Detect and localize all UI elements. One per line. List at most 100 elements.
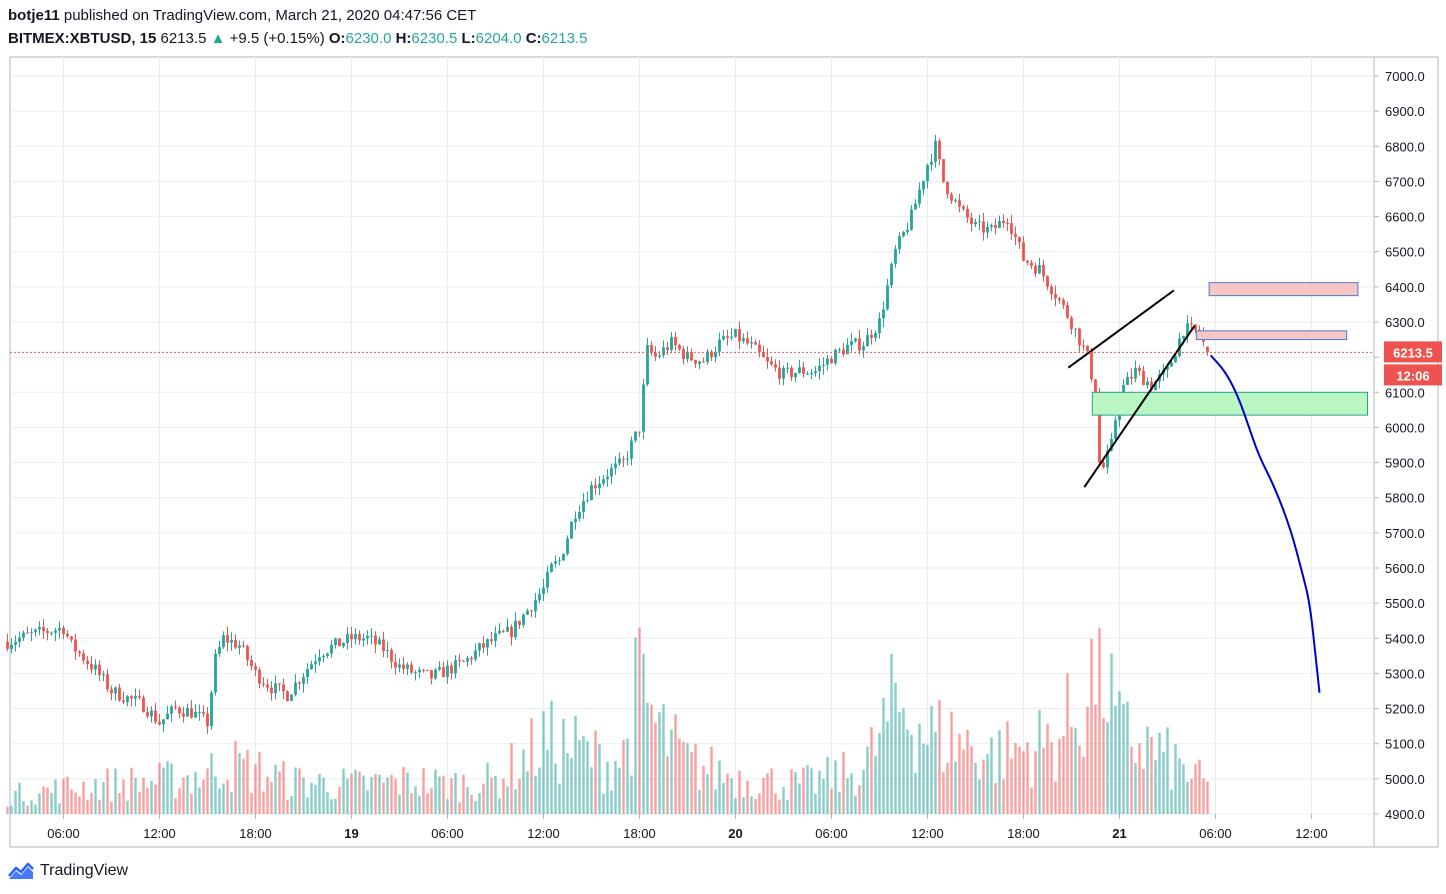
candle-body	[722, 336, 725, 340]
candle-body	[186, 708, 189, 717]
candle-body	[1050, 286, 1053, 295]
candle-body	[930, 161, 933, 165]
candle-body	[190, 708, 193, 718]
candle-body	[566, 538, 569, 554]
volume-bar	[794, 772, 797, 814]
volume-bar	[102, 782, 105, 814]
candle-body	[982, 221, 985, 233]
volume-bar	[914, 772, 917, 814]
volume-bar	[858, 785, 861, 814]
resistance-zone-lower[interactable]	[1195, 330, 1348, 341]
candle-body	[1122, 385, 1125, 398]
candle-body	[106, 674, 109, 690]
candle-body	[1038, 265, 1041, 274]
y-tick-label: 7000.0	[1385, 69, 1425, 84]
candle-body	[394, 661, 397, 668]
volume-bar	[810, 768, 813, 814]
candle-body	[1134, 367, 1137, 379]
candle-body	[614, 463, 617, 468]
volume-bar	[1202, 778, 1205, 814]
candle-body	[730, 336, 733, 338]
candle-body	[130, 696, 133, 699]
candle-body	[630, 440, 633, 459]
candle-body	[1098, 396, 1101, 463]
x-tick-label: 20	[728, 826, 742, 841]
volume-bar	[270, 782, 273, 814]
volume-bar	[946, 762, 949, 814]
volume-bar	[506, 786, 509, 814]
volume-bar	[378, 774, 381, 814]
tradingview-logo-icon[interactable]	[8, 862, 34, 880]
volume-bar	[466, 787, 469, 814]
candle-body	[118, 687, 121, 701]
candle-body	[30, 632, 33, 634]
candle-body	[310, 664, 313, 670]
candle-body	[990, 225, 993, 227]
candle-body	[98, 664, 101, 675]
candle-body	[902, 231, 905, 237]
low-value: 6204.0	[475, 30, 522, 47]
volume-bar	[298, 768, 301, 814]
candle-body	[594, 485, 597, 489]
volume-bar	[434, 769, 437, 814]
y-tick-label: 5200.0	[1385, 702, 1425, 717]
candle-body	[342, 643, 345, 647]
candle-body	[918, 189, 921, 204]
candle-body	[974, 222, 977, 225]
resistance-zone-upper[interactable]	[1208, 282, 1359, 297]
candle-body	[814, 371, 817, 374]
candle-body	[90, 664, 93, 670]
candle-body	[1074, 328, 1077, 330]
candle-body	[450, 665, 453, 674]
projection-curve[interactable]	[1209, 354, 1321, 693]
volume-bar	[642, 653, 645, 814]
publisher-name[interactable]: botje11	[8, 7, 60, 24]
volume-bar	[278, 771, 281, 814]
candle-body	[906, 229, 909, 232]
volume-bar	[1018, 746, 1021, 814]
candle-body	[558, 560, 561, 562]
candle-body	[230, 639, 233, 643]
wedge-lower-line[interactable]	[1083, 324, 1196, 488]
symbol-label[interactable]: BITMEX:XBTUSD, 15	[8, 30, 157, 47]
volume-bar	[442, 775, 445, 814]
candle-body	[414, 672, 417, 674]
support-zone-green[interactable]	[1091, 391, 1369, 416]
brand-name[interactable]: TradingView	[40, 862, 129, 879]
candle-body	[678, 345, 681, 350]
x-tick-label: 06:00	[1199, 826, 1232, 841]
volume-bar	[114, 768, 117, 814]
volume-bar	[1030, 787, 1033, 814]
volume-bar	[370, 776, 373, 814]
candle-body	[858, 338, 861, 351]
candle-body	[426, 669, 429, 671]
volume-bar	[822, 778, 825, 814]
candle-body	[1126, 376, 1129, 386]
candle-body	[22, 632, 25, 638]
volume-bar	[762, 778, 765, 814]
volume-bar	[1042, 747, 1045, 814]
volume-bar	[574, 715, 577, 814]
candle-body	[110, 689, 113, 694]
y-tick-label: 5000.0	[1385, 772, 1425, 787]
wedge-upper-line[interactable]	[1067, 289, 1175, 369]
candle-body	[846, 344, 849, 355]
candle-body	[698, 361, 701, 364]
volume-bar	[274, 764, 277, 814]
volume-bar	[38, 793, 41, 814]
candle-body	[382, 639, 385, 652]
candle-body	[874, 333, 877, 338]
candle-body	[1130, 376, 1133, 379]
volume-bar	[678, 738, 681, 814]
candle-body	[1170, 362, 1173, 367]
volume-bar	[870, 727, 873, 814]
candle-body	[666, 347, 669, 351]
volume-bar	[322, 777, 325, 814]
volume-bar	[454, 772, 457, 814]
candle-body	[682, 349, 685, 359]
candle-body	[798, 367, 801, 374]
candle-body	[954, 200, 957, 202]
volume-bar	[1046, 723, 1049, 814]
x-tick-label: 19	[344, 826, 358, 841]
